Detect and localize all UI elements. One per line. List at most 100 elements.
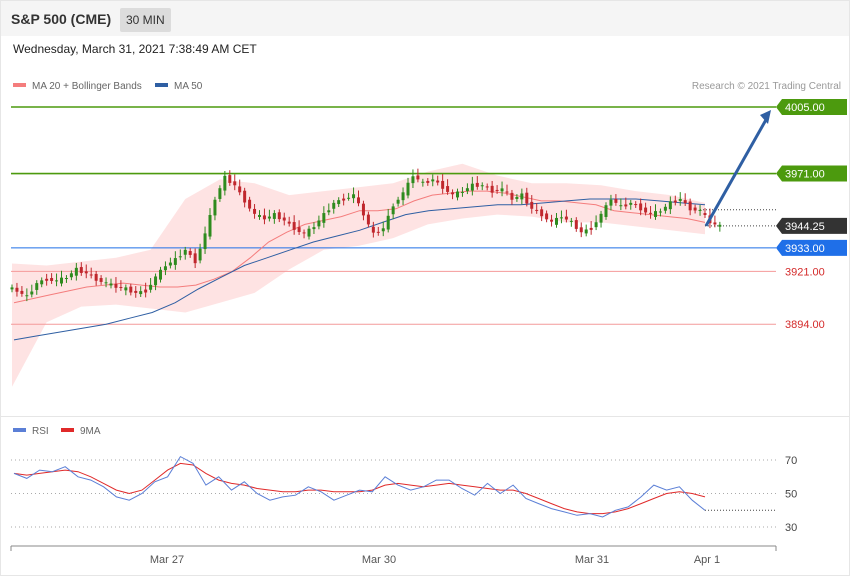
candle-body (441, 180, 445, 189)
candle-body (456, 191, 459, 198)
candle-body (599, 213, 603, 223)
candle-body (223, 175, 227, 191)
candle-body (535, 209, 539, 211)
candle-body (154, 276, 158, 286)
panel-divider (1, 416, 849, 417)
level-tag (776, 217, 847, 234)
candle-body (678, 198, 682, 201)
candle-body (411, 176, 415, 184)
candle-body (703, 213, 707, 216)
x-tick-label-0: Mar 27 (150, 554, 184, 566)
candle-body (287, 221, 291, 224)
candle-body (421, 181, 425, 183)
candle-body (634, 204, 638, 206)
candle-body (45, 278, 49, 281)
candle-body (376, 231, 380, 233)
rsi-ma-line (13, 462, 706, 515)
candle-body (40, 280, 44, 285)
candle-body (559, 217, 563, 219)
ma20-line (13, 190, 706, 304)
candle-body (183, 249, 187, 255)
candle-body (688, 201, 692, 211)
candle-body (515, 197, 519, 199)
x-tick-label-2: Mar 31 (575, 554, 609, 566)
candle-body (149, 284, 153, 290)
candle-body (99, 278, 103, 282)
candle-body (510, 192, 514, 200)
candle-body (178, 256, 182, 258)
copyright: Research © 2021 Trading Central (691, 81, 841, 92)
candle-body (322, 213, 326, 223)
candle-body (253, 208, 257, 214)
candle-body (371, 226, 375, 233)
candles (10, 168, 722, 302)
ma50-line (13, 198, 706, 341)
candle-body (55, 280, 59, 282)
candle-body (540, 209, 544, 217)
candle-body (124, 287, 128, 291)
candle-body (436, 180, 440, 183)
candle-body (525, 192, 529, 204)
candle-body (381, 228, 385, 232)
candle-body (658, 211, 662, 213)
candle-body (30, 291, 34, 295)
level-value-2: 3944.25 (785, 221, 825, 233)
candle-body (564, 216, 568, 220)
candle-body (366, 214, 370, 225)
candle-body (332, 202, 336, 209)
level-tag (776, 239, 847, 256)
candle-body (277, 212, 281, 220)
candle-body (15, 287, 19, 292)
candle-body (198, 248, 202, 261)
candle-body (416, 175, 420, 180)
candle-body (668, 201, 672, 210)
candle-body (163, 266, 167, 271)
candle-body (64, 278, 68, 280)
legend-rsi: RSI (13, 426, 49, 437)
candle-body (480, 185, 484, 187)
level-tag (776, 99, 847, 115)
candle-body (35, 283, 39, 290)
candle-body (337, 200, 341, 205)
candle-body (614, 198, 618, 203)
candle-body (693, 207, 697, 211)
level-value-3: 3933.00 (785, 243, 825, 255)
candle-body (520, 193, 524, 200)
candle-body (173, 258, 177, 265)
candle-body (475, 182, 479, 187)
candle-body (673, 200, 677, 203)
candle-body (490, 185, 494, 193)
candle-body (465, 188, 469, 192)
candle-body (426, 180, 430, 183)
candle-body (208, 215, 212, 237)
legend-rsi-ma: 9MA (61, 426, 101, 437)
level-value-1: 3971.00 (785, 169, 825, 181)
candle-body (629, 202, 633, 205)
candle-body (267, 216, 271, 219)
candle-body (644, 207, 648, 213)
x-tick-label-1: Mar 30 (362, 554, 396, 566)
x-tick-label-3: Apr 1 (694, 554, 720, 566)
candle-body (282, 217, 286, 221)
candle-body (79, 267, 83, 273)
candle-body (639, 203, 643, 211)
candle-body (144, 289, 148, 293)
candle-body (94, 273, 98, 281)
candle-body (624, 204, 628, 207)
candle-body (50, 278, 54, 281)
candle-body (104, 282, 108, 284)
legend-swatch-ma50 (155, 83, 168, 88)
level-label-1: 3971.00 (776, 165, 847, 182)
candle-body (718, 224, 722, 227)
legend-swatch-rsi (13, 428, 26, 433)
level-label-5: 3894.00 (785, 319, 825, 331)
candle-body (129, 286, 133, 293)
candle-body (243, 190, 247, 203)
level-value-0: 4005.00 (785, 102, 825, 114)
candle-body (292, 222, 296, 230)
candle-body (505, 191, 509, 193)
candle-body (460, 191, 464, 193)
candle-body (396, 199, 400, 204)
timeframe-badge[interactable]: 30 MIN (120, 8, 171, 32)
candle-body (159, 269, 162, 280)
